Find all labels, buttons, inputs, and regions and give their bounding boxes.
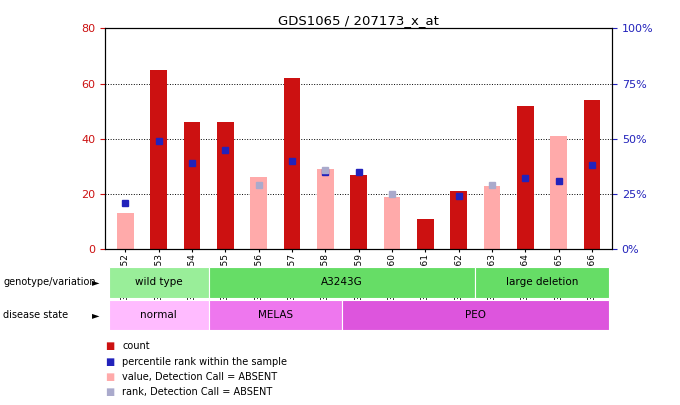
Title: GDS1065 / 207173_x_at: GDS1065 / 207173_x_at <box>278 14 439 27</box>
Bar <box>217 122 234 249</box>
Text: A3243G: A3243G <box>321 277 363 288</box>
Text: rank, Detection Call = ABSENT: rank, Detection Call = ABSENT <box>122 388 273 397</box>
Bar <box>284 78 301 249</box>
Text: count: count <box>122 341 150 351</box>
Bar <box>150 70 167 249</box>
Text: PEO: PEO <box>465 310 486 320</box>
Bar <box>209 267 475 298</box>
Bar <box>517 106 534 249</box>
Bar <box>342 300 609 330</box>
Bar <box>483 185 500 249</box>
Bar <box>350 175 367 249</box>
Text: wild type: wild type <box>135 277 182 288</box>
Text: ■: ■ <box>105 372 115 382</box>
Text: ►: ► <box>92 277 99 288</box>
Bar <box>184 122 201 249</box>
Bar <box>583 100 600 249</box>
Bar <box>117 213 134 249</box>
Text: percentile rank within the sample: percentile rank within the sample <box>122 357 288 367</box>
Text: ■: ■ <box>105 388 115 397</box>
Text: normal: normal <box>140 310 177 320</box>
Bar <box>550 136 567 249</box>
Bar <box>475 267 609 298</box>
Text: ■: ■ <box>105 341 115 351</box>
Bar <box>109 267 209 298</box>
Text: large deletion: large deletion <box>506 277 578 288</box>
Text: ■: ■ <box>105 357 115 367</box>
Bar <box>417 219 434 249</box>
Bar <box>209 300 342 330</box>
Text: genotype/variation: genotype/variation <box>3 277 96 288</box>
Bar <box>109 300 209 330</box>
Text: disease state: disease state <box>3 310 69 320</box>
Text: MELAS: MELAS <box>258 310 293 320</box>
Text: value, Detection Call = ABSENT: value, Detection Call = ABSENT <box>122 372 277 382</box>
Text: ►: ► <box>92 310 99 320</box>
Bar <box>450 191 467 249</box>
Bar <box>384 197 401 249</box>
Bar <box>250 177 267 249</box>
Bar <box>317 169 334 249</box>
